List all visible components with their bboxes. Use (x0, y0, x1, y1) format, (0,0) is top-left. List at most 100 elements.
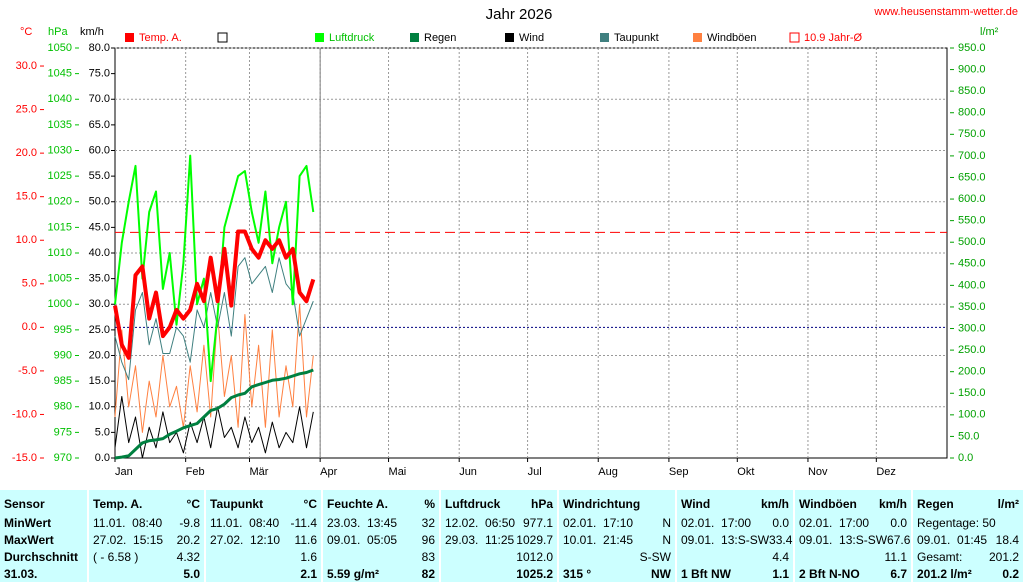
cell: 2.1 (210, 567, 317, 581)
y-tick-label: 30.0 (16, 60, 37, 72)
cell: 27.02. 12:10 11.6 (210, 533, 317, 547)
cell: S-SW (563, 550, 671, 564)
y4-tick-label: 250.0 (958, 344, 986, 356)
cell-text: 1025.2 (516, 566, 553, 581)
y4-tick-label: 350.0 (958, 301, 986, 313)
cell: Luftdruck hPa (445, 497, 553, 511)
cell: Sensor (4, 497, 83, 511)
cell: 23.03. 13:45 32 (327, 516, 435, 530)
cell-text: km/h (878, 497, 907, 511)
y2-axis-label: hPa (48, 26, 68, 38)
legend-swatch (693, 33, 702, 42)
y2-tick-label: 1005 (48, 273, 72, 285)
cell-text: km/h (760, 497, 789, 511)
chart: Jahr 2026 www.heusenstamm-wetter.de °C h… (12, 6, 1018, 478)
table-cell: 09.01. 05:05 96 (321, 531, 440, 548)
x-tick-label: Dez (876, 466, 896, 478)
y-tick-label: 25.0 (16, 103, 37, 115)
legend-swatch (125, 33, 134, 42)
table-cell: 27.02. 12:10 11.6 (204, 531, 322, 548)
table-cell: Feuchte A.% (321, 490, 440, 514)
cell-text: Windböen (799, 497, 857, 511)
cell-text: -9.8 (179, 515, 200, 530)
table-cell: 315 ° NW (557, 565, 676, 582)
stats-table: Sensor Temp. A. °C Taupunkt °C Feuchte A.% Luf… (0, 490, 1023, 582)
cell-text: 23.03. 13:45 (327, 515, 398, 530)
cell: 09.01. 05:05 96 (327, 533, 435, 547)
table-cell: Sensor (0, 490, 88, 514)
cell-text: 5.59 g/m² (327, 566, 380, 581)
y4-tick-label: 150.0 (958, 387, 986, 399)
y4-tick-label: 0.0 (958, 452, 973, 464)
legend-label: 10.9 Jahr-Ø (804, 32, 863, 44)
series-line (114, 154, 315, 383)
table-cell: 2 Bft N-NO 6.7 (793, 565, 912, 582)
cell-text: 6.7 (890, 566, 907, 581)
table-cell: Wind km/h (675, 490, 794, 514)
table-cell: 11.01. 08:40 -9.8 (87, 514, 205, 531)
y4-tick-label: 100.0 (958, 409, 986, 421)
cell-text: ( - 6.58 ) (93, 549, 139, 564)
cell-text: 27.02. 15:15 (93, 532, 164, 547)
cell-text: 0.0 (772, 515, 789, 530)
table-cell: 11.01. 08:40 -11.4 (204, 514, 322, 531)
table-cell: 5.59 g/m² 82 (321, 565, 440, 582)
cell: 201.2 l/m² 0.2 (917, 567, 1019, 581)
cell: Regen l/m² (917, 497, 1019, 511)
y3-tick-label: 35.0 (89, 273, 110, 285)
y4-axis-label: l/m² (980, 26, 999, 38)
y2-tick-label: 1010 (48, 247, 72, 259)
y3-axis-label: km/h (80, 26, 104, 38)
y2-tick-label: 1035 (48, 119, 72, 131)
y2-tick-label: 1030 (48, 144, 72, 156)
cell: MaxWert (4, 533, 83, 547)
cell: Durchschnitt (4, 550, 83, 564)
x-tick-label: Mär (249, 466, 268, 478)
table-row: Sensor Temp. A. °C Taupunkt °C Feuchte A.% Luf… (0, 490, 1023, 514)
cell-text: Durchschnitt (4, 549, 79, 564)
cell-text: 32 (421, 515, 435, 530)
y4-tick-label: 550.0 (958, 215, 986, 227)
cell-text: 09.01. 01:45 (917, 532, 988, 547)
y3-tick-label: 30.0 (89, 298, 110, 310)
table-cell: 1.6 (204, 548, 322, 565)
cell-text: °C (303, 497, 317, 511)
cell: 5.0 (93, 567, 200, 581)
table-cell: 1 Bft NW 1.1 (675, 565, 794, 582)
legend-label: Luftdruck (329, 32, 375, 44)
y4-tick-label: 750.0 (958, 128, 986, 140)
y4-tick-label: 500.0 (958, 236, 986, 248)
table-cell: ( - 6.58 ) 4.32 (87, 548, 205, 565)
y3-tick-label: 55.0 (89, 170, 110, 182)
table-cell: 02.01. 17:00 0.0 (793, 514, 912, 531)
cell: 02.01. 17:00 0.0 (799, 516, 907, 530)
cell-text: Sensor (4, 497, 45, 511)
cell-text: Temp. A. (93, 497, 143, 511)
cell-text: Feuchte A. (327, 497, 388, 511)
y-tick-label: 20.0 (16, 147, 37, 159)
table-cell: Windrichtung (557, 490, 676, 514)
y-tick-label: 0.0 (22, 321, 37, 333)
cell-text: 20.2 (176, 532, 200, 547)
cell: Feuchte A.% (327, 497, 435, 511)
cell: 09.01. 01:45 18.4 (917, 533, 1019, 547)
cell-text: 27.02. 12:10 (210, 532, 281, 547)
y-axis-label: °C (20, 26, 32, 38)
cell-text: 0.0 (890, 515, 907, 530)
cell-text: 09.01. 13:S-SW (799, 532, 888, 547)
cell-text: 02.01. 17:00 (799, 515, 870, 530)
cell: Wind km/h (681, 497, 789, 511)
y3-tick-label: 25.0 (89, 324, 110, 336)
table-cell: Gesamt: 201.2 (911, 548, 1023, 565)
cell-text: Luftdruck (445, 497, 501, 511)
cell-text: hPa (530, 497, 553, 511)
y4-tick-label: 900.0 (958, 63, 986, 75)
cell-text: °C (186, 497, 200, 511)
x-tick-label: Nov (808, 466, 828, 478)
y3-tick-label: 5.0 (95, 426, 110, 438)
x-tick-label: Jan (115, 466, 133, 478)
cell: Windrichtung (563, 497, 671, 511)
cell: 1012.0 (445, 550, 553, 564)
table-cell: Windböen km/h (793, 490, 912, 514)
